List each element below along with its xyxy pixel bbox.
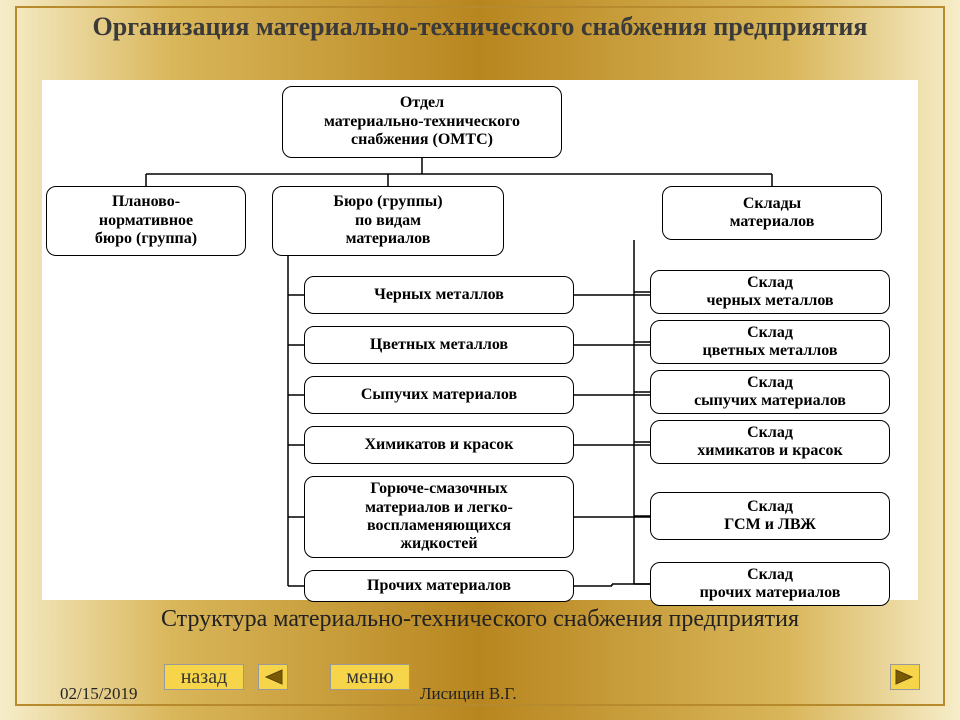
slide-caption: Структура материально-технического снабж…: [0, 606, 960, 633]
footer-date: 02/15/2019: [60, 684, 137, 704]
node-b3: Сыпучих материалов: [304, 376, 574, 414]
next-arrow-button[interactable]: [890, 664, 920, 690]
node-s6: Складпрочих материалов: [650, 562, 890, 606]
node-s3: Складсыпучих материалов: [650, 370, 890, 414]
node-root: Отделматериально-техническогоснабжения (…: [282, 86, 562, 158]
node-b2: Цветных металлов: [304, 326, 574, 364]
node-s5: СкладГСМ и ЛВЖ: [650, 492, 890, 540]
node-s1: Складчерных металлов: [650, 270, 890, 314]
arrow-right-icon: [894, 668, 916, 686]
node-sklady: Складыматериалов: [662, 186, 882, 240]
menu-button[interactable]: меню: [330, 664, 410, 690]
footer-author: Лисицин В.Г.: [420, 684, 517, 704]
prev-arrow-button[interactable]: [258, 664, 288, 690]
back-button[interactable]: назад: [164, 664, 244, 690]
node-bureau: Бюро (группы)по видамматериалов: [272, 186, 504, 256]
node-s2: Складцветных металлов: [650, 320, 890, 364]
node-b6: Прочих материалов: [304, 570, 574, 602]
node-s4: Складхимикатов и красок: [650, 420, 890, 464]
node-plan: Планово-нормативноебюро (группа): [46, 186, 246, 256]
org-chart: Отделматериально-техническогоснабжения (…: [42, 80, 918, 600]
footer-bar: назад меню 02/15/2019 Лисицин В.Г.: [0, 662, 960, 702]
slide-title: Организация материально-технического сна…: [0, 12, 960, 42]
node-b5: Горюче-смазочныхматериалов и легко-воспл…: [304, 476, 574, 558]
node-b1: Черных металлов: [304, 276, 574, 314]
arrow-left-icon: [262, 668, 284, 686]
node-b4: Химикатов и красок: [304, 426, 574, 464]
